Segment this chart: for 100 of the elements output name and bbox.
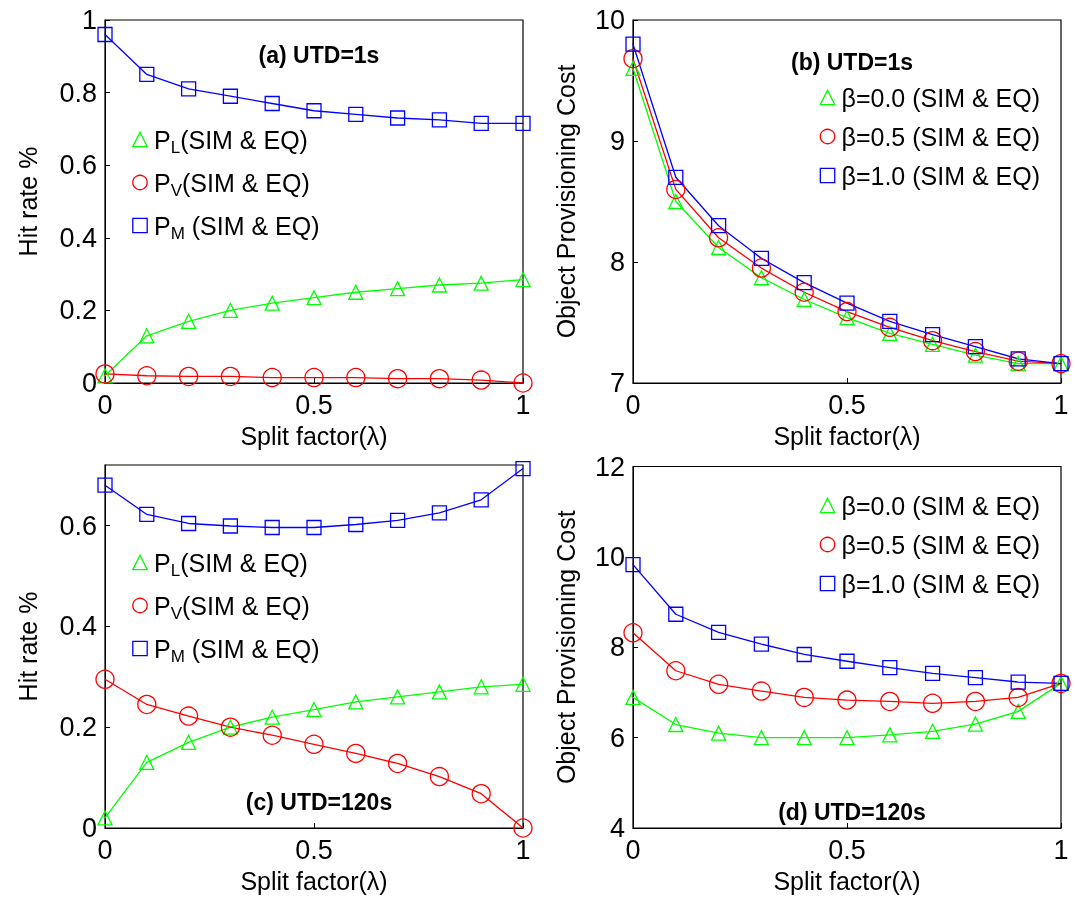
y-tick-label: 8 bbox=[609, 632, 625, 663]
point bbox=[753, 270, 770, 286]
point bbox=[473, 115, 489, 132]
point bbox=[180, 81, 197, 97]
point bbox=[389, 689, 406, 705]
point bbox=[137, 366, 157, 386]
point bbox=[882, 325, 898, 342]
x-tick-label: 1 bbox=[515, 834, 531, 865]
point bbox=[924, 326, 941, 343]
point bbox=[837, 301, 857, 322]
point bbox=[306, 103, 322, 119]
point bbox=[794, 282, 814, 302]
point bbox=[753, 250, 770, 267]
point bbox=[1010, 674, 1026, 690]
point bbox=[513, 373, 533, 393]
point bbox=[623, 49, 643, 69]
point bbox=[839, 295, 855, 311]
point bbox=[796, 729, 812, 746]
point bbox=[222, 518, 239, 534]
legend-label: β=0.5 (SIM & EQ) bbox=[841, 122, 1041, 151]
point bbox=[180, 734, 197, 750]
point bbox=[967, 669, 984, 686]
point bbox=[623, 623, 643, 643]
point bbox=[965, 341, 986, 362]
point bbox=[180, 313, 197, 329]
y-tick-label: 1 bbox=[81, 5, 97, 35]
point bbox=[666, 661, 686, 681]
y-tick-label: 0 bbox=[81, 368, 97, 398]
point bbox=[473, 492, 489, 508]
point bbox=[473, 275, 489, 291]
x-tick-label: 1 bbox=[515, 389, 531, 420]
point bbox=[389, 280, 406, 297]
x-tick-label: 1 bbox=[1053, 389, 1069, 420]
point bbox=[262, 367, 282, 388]
point bbox=[264, 519, 280, 536]
point bbox=[222, 302, 239, 319]
y-tick-label: 4 bbox=[609, 813, 625, 843]
point bbox=[1010, 703, 1026, 720]
point bbox=[306, 701, 322, 718]
point bbox=[346, 743, 366, 764]
point bbox=[471, 370, 491, 390]
text: (a) UTD=1s bbox=[258, 41, 380, 68]
x-tick-label: 1 bbox=[1053, 834, 1069, 865]
point bbox=[264, 95, 280, 112]
point bbox=[431, 112, 448, 128]
point bbox=[924, 723, 941, 739]
point bbox=[306, 519, 322, 536]
point bbox=[837, 690, 857, 710]
y-tick-label: 7 bbox=[609, 368, 625, 398]
text: (c) UTD=120s bbox=[245, 788, 393, 815]
legend-label: β=1.0 (SIM & EQ) bbox=[841, 161, 1041, 190]
point bbox=[139, 66, 155, 83]
point bbox=[882, 727, 898, 743]
point bbox=[473, 679, 489, 695]
point bbox=[967, 716, 984, 732]
point bbox=[625, 689, 641, 706]
legend-label: β=0.5 (SIM & EQ) bbox=[841, 530, 1041, 559]
y-tick-label: 9 bbox=[609, 126, 625, 156]
y-tick-label: 0.6 bbox=[59, 510, 97, 541]
x-axis-title: Split factor(λ) bbox=[773, 866, 921, 895]
point bbox=[515, 271, 531, 288]
point bbox=[262, 725, 282, 745]
point bbox=[625, 60, 641, 77]
point bbox=[220, 366, 241, 387]
point bbox=[348, 106, 364, 123]
point bbox=[222, 88, 239, 104]
point bbox=[431, 684, 448, 700]
point bbox=[304, 734, 324, 754]
point bbox=[95, 669, 115, 689]
x-axis-title: Split factor(λ) bbox=[773, 421, 921, 450]
x-tick-label: 0.5 bbox=[295, 389, 333, 420]
y-tick-label: 8 bbox=[609, 247, 625, 277]
text: (d) UTD=120s bbox=[778, 798, 926, 825]
point bbox=[431, 505, 448, 521]
point bbox=[839, 653, 855, 669]
y-axis-title: Object Provisioning Cost bbox=[551, 64, 580, 339]
point bbox=[513, 818, 533, 838]
point bbox=[922, 331, 943, 351]
point bbox=[348, 516, 364, 533]
point bbox=[178, 366, 199, 387]
y-axis-title: Hit rate % bbox=[13, 591, 42, 702]
point bbox=[668, 169, 684, 185]
y-tick-label: 10 bbox=[594, 541, 625, 572]
point bbox=[139, 754, 155, 771]
point bbox=[515, 115, 531, 132]
point bbox=[796, 291, 812, 308]
point bbox=[387, 369, 408, 389]
point bbox=[967, 347, 984, 363]
point bbox=[306, 290, 322, 306]
point bbox=[967, 339, 984, 355]
point bbox=[625, 36, 641, 52]
x-axis-title: Split factor(λ) bbox=[240, 421, 388, 450]
text: (b) UTD=1s bbox=[790, 48, 914, 75]
y-tick-label: 0 bbox=[81, 813, 97, 843]
y-tick-label: 0.4 bbox=[59, 222, 97, 253]
point bbox=[139, 506, 155, 523]
y-tick-label: 0.6 bbox=[59, 150, 97, 181]
point bbox=[429, 369, 450, 389]
point bbox=[753, 729, 770, 746]
point bbox=[710, 239, 727, 256]
